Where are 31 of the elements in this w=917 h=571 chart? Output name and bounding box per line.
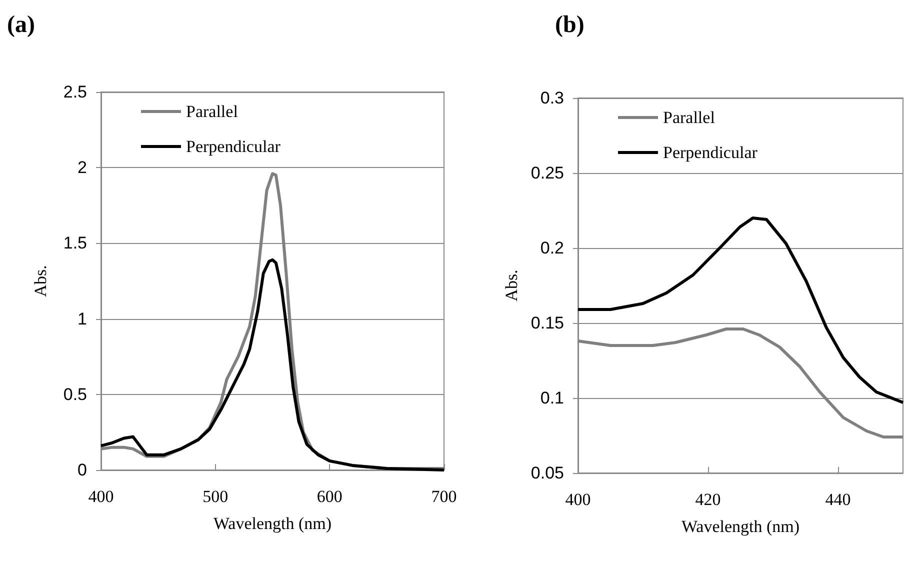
legend-label: Perpendicular [663,143,758,162]
y-tick-label: 1 [78,309,87,328]
chart-title: (a) [7,12,35,38]
y-tick-label: 2.5 [63,82,87,102]
legend-label: Parallel [663,108,716,127]
y-tick-label: 1.5 [63,234,87,253]
y-tick-label: 0.3 [540,88,564,108]
y-tick-label: 0 [78,460,87,480]
y-axis-title: Abs. [502,270,521,302]
legend-label: Parallel [186,102,238,121]
y-tick-label: 2 [78,158,87,178]
chart-title: (b) [555,12,584,38]
x-tick-label: 600 [316,487,342,506]
y-tick-label: 0.15 [530,314,564,332]
y-tick-label: 0.1 [540,388,564,408]
x-tick-label: 400 [565,490,591,509]
x-tick-label: 420 [695,490,721,509]
y-tick-label: 0.05 [530,464,564,482]
legend-label: Perpendicular [186,137,281,156]
y-tick-label: 0.5 [63,384,87,404]
y-axis-title: Abs. [31,265,50,297]
x-axis-title: Wavelength (nm) [213,514,332,533]
x-tick-label: 440 [825,490,851,509]
line-series [100,258,446,472]
y-tick-label: 0.25 [530,164,564,182]
y-tick-label: 0.2 [540,238,564,258]
x-tick-label: 400 [88,487,114,506]
x-tick-label: 700 [431,487,457,506]
x-tick-label: 500 [202,487,228,506]
line-series [576,216,904,404]
x-axis-title: Wavelength (nm) [681,517,800,536]
